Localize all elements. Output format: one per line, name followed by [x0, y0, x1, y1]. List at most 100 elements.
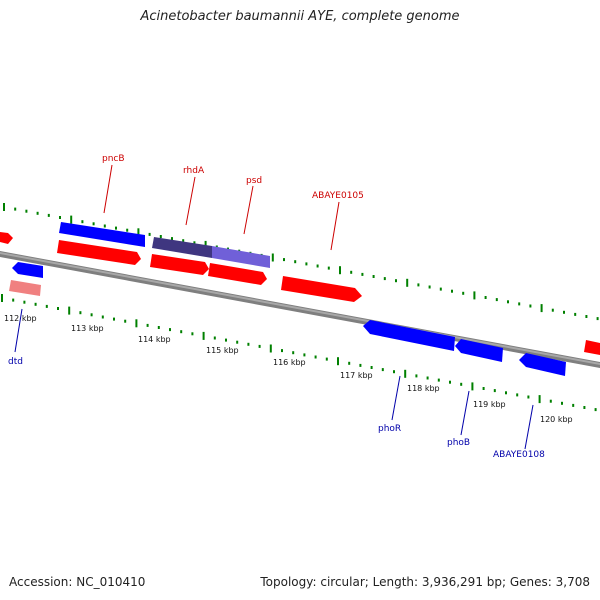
outer-track-minor-tick	[115, 226, 117, 230]
inner-track-minor-tick	[124, 319, 127, 323]
outer-track-minor-tick	[529, 304, 532, 308]
leader-line-phoR	[391, 375, 401, 421]
inner-track-minor-tick	[225, 338, 227, 342]
inner-track-minor-tick	[34, 302, 37, 306]
inner-track-minor-tick	[281, 349, 283, 353]
outer-track-minor-tick	[59, 216, 61, 219]
outer-track-minor-tick	[81, 220, 84, 224]
outer-track-minor-tick	[92, 222, 95, 226]
scale-label-115: 115 kbp	[206, 346, 239, 355]
leader-line-phoB	[460, 390, 470, 436]
reverse-gene-labels: dtd phoR phoB ABAYE0108	[8, 308, 545, 460]
inner-track-minor-tick	[180, 330, 183, 334]
inner-track-minor-tick	[594, 408, 597, 412]
scale-label-113: 113 kbp	[71, 324, 104, 333]
outer-track-minor-tick	[327, 266, 330, 270]
inner-tick-track	[1, 294, 597, 412]
inner-track-minor-tick	[113, 317, 115, 321]
inner-track-minor-tick	[370, 366, 373, 369]
scale-labels: 112 kbp 113 kbp 114 kbp 115 kbp 116 kbp …	[4, 314, 573, 424]
feature-pncB[interactable]	[59, 222, 145, 247]
inner-track-minor-tick	[90, 313, 93, 317]
feature-right-edge[interactable]	[584, 340, 600, 355]
outer-track-minor-tick	[36, 211, 39, 215]
feature-forward-2[interactable]	[150, 254, 209, 275]
genome-backbone-highlight	[0, 252, 600, 365]
leader-line-rhdA	[185, 176, 196, 226]
inner-track-major-tick	[404, 369, 407, 378]
outer-track-minor-tick	[383, 277, 386, 281]
gene-label-dtd[interactable]: dtd	[8, 357, 23, 367]
inner-track-minor-tick	[23, 300, 26, 304]
outer-track-minor-tick	[305, 262, 308, 266]
inner-track-minor-tick	[583, 406, 586, 409]
gene-label-ABAYE0105[interactable]: ABAYE0105	[312, 191, 364, 201]
feature-ABAYE0108[interactable]	[519, 353, 566, 376]
inner-track-minor-tick	[292, 351, 295, 355]
outer-track-minor-tick	[294, 260, 297, 264]
outer-track-minor-tick	[395, 279, 397, 283]
inner-track-minor-tick	[314, 355, 317, 359]
gene-label-pncB[interactable]: pncB	[102, 154, 125, 164]
inner-track-minor-tick	[157, 326, 160, 329]
feature-dtd-upper[interactable]	[12, 262, 43, 278]
outer-track-minor-tick	[182, 239, 185, 243]
scale-label-116: 116 kbp	[273, 358, 306, 367]
feature-left-edge[interactable]	[0, 232, 13, 244]
inner-track-minor-tick	[169, 328, 171, 332]
inner-track-minor-tick	[460, 382, 463, 386]
outer-track-major-tick	[540, 304, 543, 313]
outer-track-minor-tick	[148, 232, 151, 236]
outer-track-major-tick	[473, 291, 476, 300]
gene-label-rhdA[interactable]: rhdA	[183, 166, 205, 176]
outer-track-minor-tick	[495, 298, 498, 302]
outer-track-minor-tick	[428, 285, 431, 289]
feature-forward-3[interactable]	[208, 263, 267, 285]
genome-summary-text: Topology: circular; Length: 3,936,291 bp…	[260, 575, 590, 589]
inner-track-minor-tick	[393, 370, 395, 374]
outer-track-minor-tick	[372, 275, 375, 278]
outer-track-minor-tick	[439, 287, 442, 291]
inner-track-minor-tick	[101, 315, 104, 319]
outer-track-major-tick	[137, 228, 140, 237]
inner-track-minor-tick	[505, 391, 507, 395]
gene-label-phoB[interactable]: phoB	[447, 438, 470, 448]
feature-rhdA[interactable]	[152, 237, 212, 258]
outer-track-major-tick	[339, 266, 341, 275]
inner-track-minor-tick	[348, 361, 351, 365]
outer-track-minor-tick	[596, 317, 599, 321]
inner-track-minor-tick	[12, 298, 15, 302]
feature-phoB[interactable]	[455, 339, 503, 362]
outer-track-minor-tick	[103, 224, 106, 228]
feature-ABAYE0105[interactable]	[281, 276, 362, 302]
inner-track-minor-tick	[79, 311, 82, 315]
feature-psd[interactable]	[212, 246, 270, 268]
forward-gene-labels: pncB rhdA psd ABAYE0105	[102, 154, 364, 251]
inner-track-major-tick	[269, 344, 272, 353]
gene-label-psd[interactable]: psd	[246, 176, 262, 186]
feature-forward-1[interactable]	[57, 240, 141, 265]
reverse-features	[9, 262, 566, 376]
inner-track-minor-tick	[57, 307, 59, 310]
inner-track-major-tick	[471, 382, 474, 391]
outer-track-minor-tick	[159, 235, 162, 238]
gene-label-ABAYE0108[interactable]: ABAYE0108	[493, 450, 545, 460]
inner-track-minor-tick	[527, 395, 530, 399]
inner-track-minor-tick	[426, 376, 429, 380]
inner-track-minor-tick	[449, 380, 451, 384]
inner-track-minor-tick	[359, 363, 362, 367]
gene-label-phoR[interactable]: phoR	[378, 424, 401, 434]
scale-label-118: 118 kbp	[407, 384, 440, 393]
outer-track-minor-tick	[361, 272, 364, 276]
outer-track-minor-tick	[14, 207, 17, 211]
inner-track-major-tick	[1, 294, 3, 302]
outer-track-minor-tick	[126, 228, 129, 232]
feature-phoR[interactable]	[363, 320, 455, 351]
inner-track-minor-tick	[303, 353, 306, 357]
outer-track-minor-tick	[551, 308, 554, 312]
outer-track-minor-tick	[350, 270, 353, 274]
feature-dtd-lower[interactable]	[9, 280, 41, 296]
inner-track-minor-tick	[482, 387, 485, 390]
inner-track-minor-tick	[258, 344, 261, 348]
